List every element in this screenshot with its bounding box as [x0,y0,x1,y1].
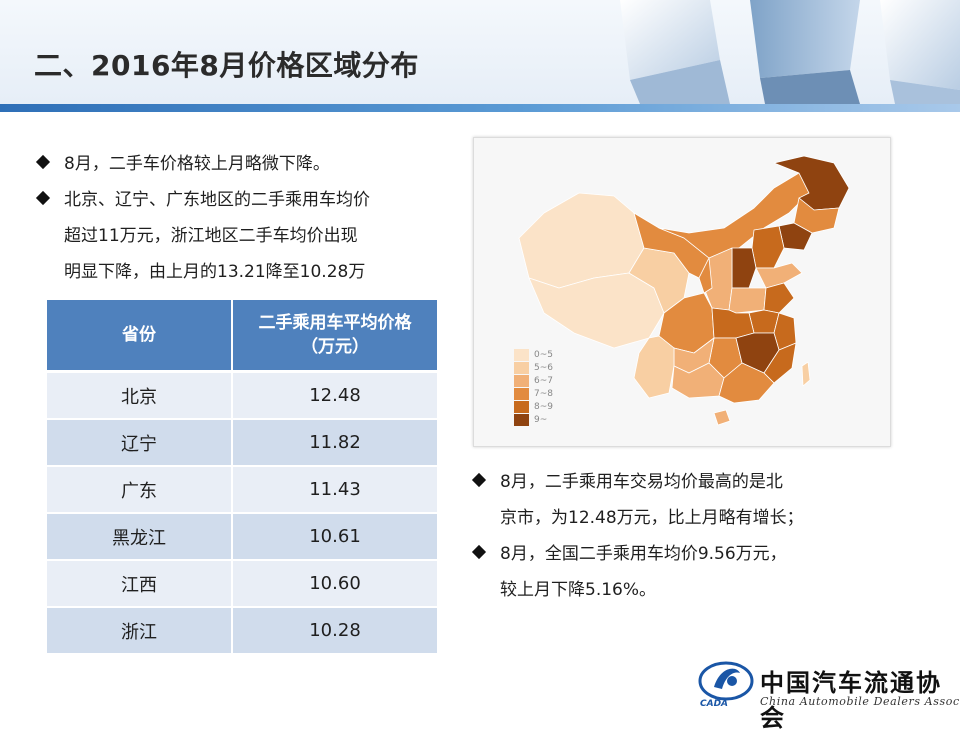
province-cell: 黑龙江 [47,513,233,561]
province-cell: 江西 [47,560,233,608]
price-table: 省份 二手乘用车平均价格 （万元） 北京 12.48 辽宁 11.82 广东 1… [47,300,437,655]
bullet-text: 8月，二手车价格较上月略微下降。 [64,154,330,174]
legend-swatch [514,348,529,361]
region-ningxia [698,257,713,294]
legend-swatch [514,387,529,400]
bullet-item: 8月，二手乘用车交易均价最高的是北 [471,464,892,500]
diamond-bullet-icon [471,544,487,560]
region-yunnan [633,335,675,399]
price-cell: 10.28 [232,607,437,655]
table-row: 黑龙江 10.61 [47,513,437,561]
table-header-row: 省份 二手乘用车平均价格 （万元） [47,300,437,373]
table-row: 浙江 10.28 [47,607,437,655]
region-hubei [711,307,755,339]
region-taiwan [801,361,811,387]
cada-emblem-icon [698,661,754,701]
legend-label: 7~8 [534,388,553,399]
right-bullet-list: 8月，二手乘用车交易均价最高的是北 京市，为12.48万元，比上月略有增长； 8… [471,464,892,608]
bullet-text: 北京、辽宁、广东地区的二手乘用车均价 [64,190,370,210]
legend-label: 6~7 [534,375,553,386]
header-price: 二手乘用车平均价格 （万元） [232,300,437,373]
price-cell: 10.61 [232,513,437,561]
price-cell: 11.82 [232,419,437,467]
region-jiangsu [763,282,795,314]
province-cell: 浙江 [47,607,233,655]
bullet-text: 8月，全国二手乘用车均价9.56万元， [500,544,787,564]
bullet-text-continued: 京市，为12.48万元，比上月略有增长； [500,508,804,528]
legend-item: 5~6 [514,361,553,374]
legend-label: 0~5 [534,349,553,360]
bullet-item: 8月，全国二手乘用车均价9.56万元， [471,536,892,572]
logo-name-english: China Automobile Dealers Association [760,695,960,708]
header-banner: 二、2016年8月价格区域分布 [0,0,960,104]
legend-label: 5~6 [534,362,553,373]
header-price-line2: （万元） [301,337,369,357]
price-cell: 11.43 [232,466,437,514]
map-legend: 0~5 5~6 6~7 7~8 8~9 9~ [514,348,553,426]
price-cell: 12.48 [232,371,437,420]
legend-item: 6~7 [514,374,553,387]
province-cell: 北京 [47,371,233,420]
page-title: 二、2016年8月价格区域分布 [34,49,419,82]
province-cell: 辽宁 [47,419,233,467]
bullet-item: 8月，二手车价格较上月略微下降。 [35,146,456,182]
left-bullet-list: 8月，二手车价格较上月略微下降。 北京、辽宁、广东地区的二手乘用车均价 超过11… [35,146,456,290]
diamond-bullet-icon [471,472,487,488]
legend-swatch [514,413,529,426]
legend-item: 0~5 [514,348,553,361]
china-map-graphic [518,155,850,426]
legend-swatch [514,400,529,413]
bullet-text-continued: 明显下降，由上月的13.21降至10.28万 [64,262,366,282]
bullet-text-continued: 较上月下降5.16%。 [500,580,657,600]
legend-item: 9~ [514,413,553,426]
table-row: 辽宁 11.82 [47,419,437,467]
bullet-text-continued: 超过11万元，浙江地区二手车均价出现 [64,226,358,246]
legend-label: 8~9 [534,401,553,412]
header-price-line1: 二手乘用车平均价格 [258,313,412,333]
decorative-cubes-graphic [620,0,960,104]
header-province: 省份 [47,300,233,373]
region-guangdong [718,362,775,404]
legend-item: 7~8 [514,387,553,400]
province-cell: 广东 [47,466,233,514]
region-hainan [713,409,731,426]
legend-swatch [514,361,529,374]
price-cell: 10.60 [232,560,437,608]
logo-abbreviation: CADA [700,699,729,709]
table-row: 北京 12.48 [47,371,437,420]
cada-logo: CADA 中国汽车流通协会 China Automobile Dealers A… [690,655,960,732]
region-shanxi [731,247,757,289]
legend-item: 8~9 [514,400,553,413]
region-henan [728,287,767,314]
bullet-item: 北京、辽宁、广东地区的二手乘用车均价 [35,182,456,218]
table-row: 广东 11.43 [47,466,437,514]
header-divider [0,104,960,112]
legend-swatch [514,374,529,387]
diamond-bullet-icon [35,154,51,170]
diamond-bullet-icon [35,190,51,206]
china-price-map: 0~5 5~6 6~7 7~8 8~9 9~ [473,137,891,447]
region-hebei [751,225,785,269]
bullet-text: 8月，二手乘用车交易均价最高的是北 [500,472,783,492]
table-row: 江西 10.60 [47,560,437,608]
legend-label: 9~ [534,414,548,425]
